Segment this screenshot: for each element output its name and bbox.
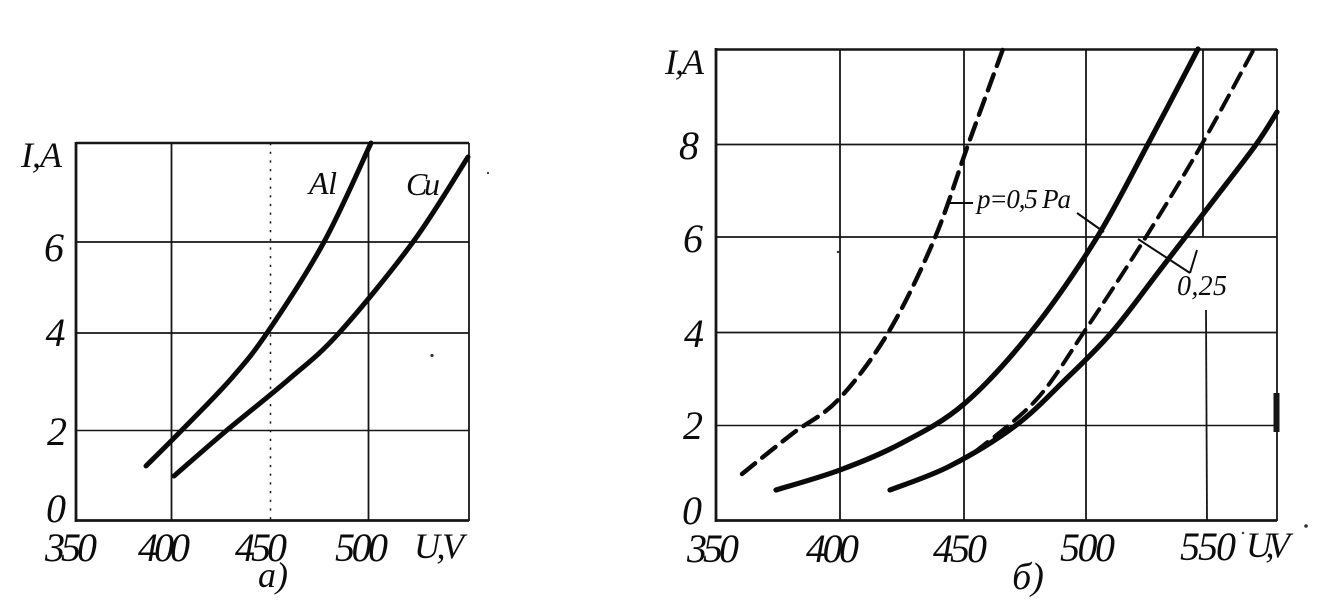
svg-text:550: 550 bbox=[1180, 524, 1236, 569]
svg-text:Al: Al bbox=[307, 165, 337, 201]
svg-text:450: 450 bbox=[933, 526, 987, 571]
svg-text:U,V: U,V bbox=[414, 526, 468, 566]
svg-text:Cu: Cu bbox=[406, 166, 440, 202]
svg-text:а): а) bbox=[258, 555, 288, 595]
svg-text:б): б) bbox=[1012, 556, 1044, 598]
svg-text:2: 2 bbox=[683, 403, 703, 448]
svg-text:400: 400 bbox=[806, 526, 859, 571]
svg-text:6: 6 bbox=[683, 216, 703, 261]
svg-text:450: 450 bbox=[235, 525, 287, 570]
svg-text:U,V: U,V bbox=[1246, 525, 1294, 565]
svg-text:400: 400 bbox=[138, 525, 190, 570]
svg-text:p=0,5 Pa: p=0,5 Pa bbox=[975, 184, 1071, 214]
svg-text:8: 8 bbox=[679, 123, 699, 168]
svg-text:350: 350 bbox=[686, 526, 739, 571]
svg-text:0: 0 bbox=[682, 488, 702, 533]
svg-text:2: 2 bbox=[47, 409, 67, 454]
svg-text:500: 500 bbox=[1060, 525, 1115, 570]
svg-text:I,A: I,A bbox=[664, 42, 705, 82]
svg-text:4: 4 bbox=[684, 311, 704, 356]
svg-text:0: 0 bbox=[46, 486, 66, 531]
svg-text:4: 4 bbox=[46, 310, 66, 355]
svg-text:6: 6 bbox=[44, 225, 64, 270]
svg-text:I,A: I,A bbox=[20, 135, 63, 175]
svg-text:0,25: 0,25 bbox=[1177, 271, 1227, 302]
svg-text:500: 500 bbox=[335, 525, 388, 570]
svg-text:350: 350 bbox=[44, 525, 97, 570]
